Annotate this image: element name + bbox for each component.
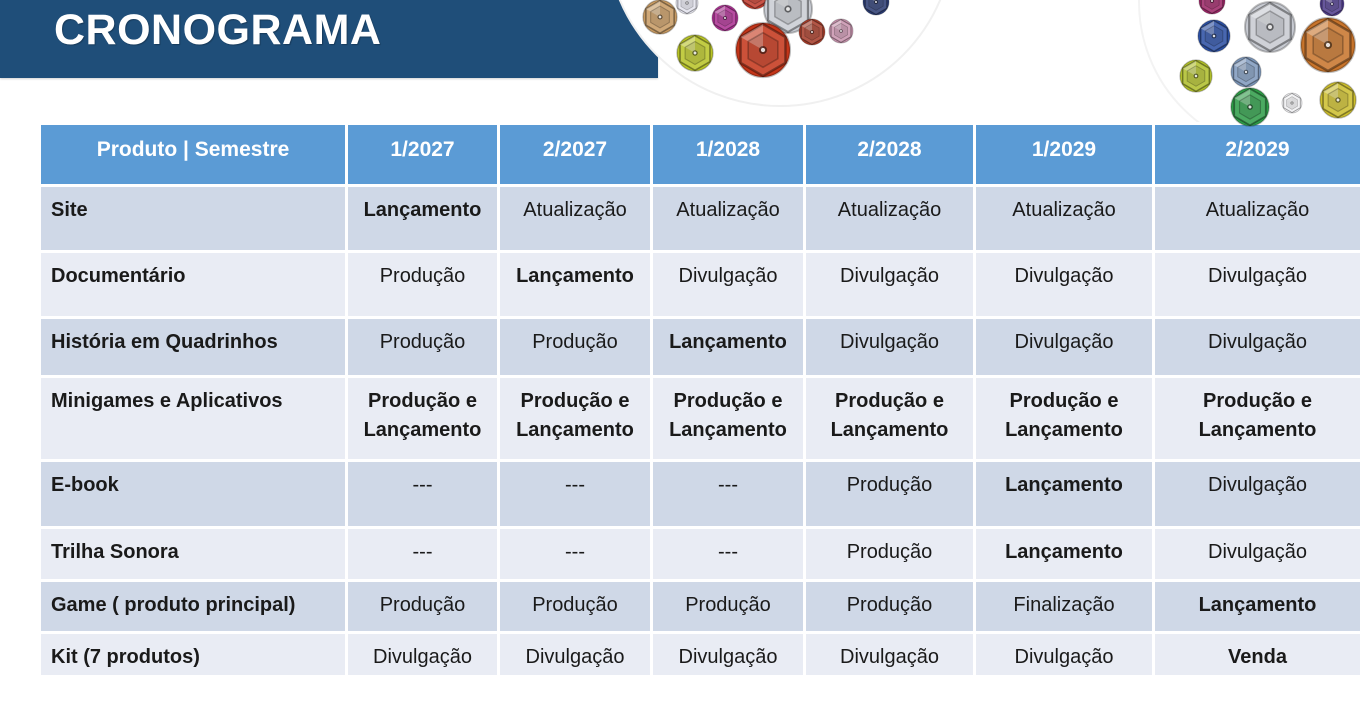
schedule-cell: Produção e Lançamento — [1152, 375, 1360, 462]
title-banner: CRONOGRAMA — [0, 0, 658, 78]
schedule-table: Produto | Semestre 1/2027 2/2027 1/2028 … — [38, 122, 1360, 678]
schedule-cell: Divulgação — [497, 631, 653, 678]
column-header-semester: 2/2028 — [803, 122, 976, 187]
schedule-cell: Divulgação — [803, 631, 976, 678]
schedule-cell: Atualização — [973, 184, 1155, 253]
schedule-cell: Lançamento — [973, 459, 1155, 529]
schedule-cell: Divulgação — [973, 250, 1155, 319]
schedule-cell: Divulgação — [345, 631, 500, 678]
schedule-cell: Produção e Lançamento — [497, 375, 653, 462]
product-name: Documentário — [38, 250, 348, 319]
schedule-cell: Atualização — [1152, 184, 1360, 253]
schedule-cell: --- — [345, 459, 500, 529]
schedule-cell: Divulgação — [1152, 316, 1360, 378]
schedule-cell: Produção — [345, 250, 500, 319]
slide-title: CRONOGRAMA — [54, 6, 382, 54]
schedule-cell: Produção e Lançamento — [345, 375, 500, 462]
schedule-cell: --- — [497, 526, 653, 582]
schedule-cell: Produção e Lançamento — [803, 375, 976, 462]
schedule-cell: Atualização — [650, 184, 806, 253]
product-name: Minigames e Aplicativos — [38, 375, 348, 462]
sequins-image-right — [1179, 0, 1357, 127]
schedule-cell: Lançamento — [345, 184, 500, 253]
schedule-cell: Divulgação — [973, 631, 1155, 678]
schedule-cell: Lançamento — [1152, 579, 1360, 634]
schedule-cell: Produção — [803, 526, 976, 582]
schedule-cell: Produção — [497, 316, 653, 378]
schedule-cell: Produção — [803, 459, 976, 529]
product-name: Trilha Sonora — [38, 526, 348, 582]
schedule-cell: Divulgação — [1152, 250, 1360, 319]
schedule-cell: Divulgação — [1152, 459, 1360, 529]
sequins-image-left — [642, 0, 890, 79]
product-name: História em Quadrinhos — [38, 316, 348, 378]
column-header-semester: 1/2028 — [650, 122, 806, 187]
schedule-cell: --- — [650, 526, 806, 582]
column-header-semester: 1/2027 — [345, 122, 500, 187]
column-header-semester: 1/2029 — [973, 122, 1155, 187]
product-name: Kit (7 produtos) — [38, 631, 348, 678]
table-row: E-book --- --- --- Produção Lançamento D… — [38, 459, 1360, 529]
schedule-cell: Lançamento — [650, 316, 806, 378]
schedule-cell: --- — [497, 459, 653, 529]
schedule-cell: Divulgação — [650, 250, 806, 319]
product-name: E-book — [38, 459, 348, 529]
schedule-cell: Divulgação — [803, 316, 976, 378]
schedule-cell: Produção e Lançamento — [973, 375, 1155, 462]
table-row: Documentário Produção Lançamento Divulga… — [38, 250, 1360, 319]
schedule-cell: Produção e Lançamento — [650, 375, 806, 462]
schedule-cell: --- — [650, 459, 806, 529]
table-row: História em Quadrinhos Produção Produção… — [38, 316, 1360, 378]
column-header-semester: 2/2027 — [497, 122, 653, 187]
schedule-cell: Divulgação — [1152, 526, 1360, 582]
product-name: Game ( produto principal) — [38, 579, 348, 634]
schedule-cell: Atualização — [803, 184, 976, 253]
schedule-cell: Divulgação — [973, 316, 1155, 378]
schedule-cell: Divulgação — [650, 631, 806, 678]
table-row: Game ( produto principal) Produção Produ… — [38, 579, 1360, 634]
schedule-cell: Produção — [497, 579, 653, 634]
header-row: Produto | Semestre 1/2027 2/2027 1/2028 … — [38, 122, 1360, 187]
table-row: Site Lançamento Atualização Atualização … — [38, 184, 1360, 253]
schedule-cell: Lançamento — [497, 250, 653, 319]
schedule-cell: --- — [345, 526, 500, 582]
schedule-cell: Atualização — [497, 184, 653, 253]
schedule-cell: Produção — [345, 316, 500, 378]
schedule-cell: Produção — [345, 579, 500, 634]
table-row: Kit (7 produtos) Divulgação Divulgação D… — [38, 631, 1360, 678]
schedule-cell: Divulgação — [803, 250, 976, 319]
table-row: Minigames e Aplicativos Produção e Lança… — [38, 375, 1360, 462]
schedule-cell: Produção — [803, 579, 976, 634]
schedule-cell: Finalização — [973, 579, 1155, 634]
schedule-cell: Lançamento — [973, 526, 1155, 582]
column-header-product: Produto | Semestre — [38, 122, 348, 187]
product-name: Site — [38, 184, 348, 253]
schedule-cell: Produção — [650, 579, 806, 634]
schedule-cell: Venda — [1152, 631, 1360, 678]
table-row: Trilha Sonora --- --- --- Produção Lança… — [38, 526, 1360, 582]
